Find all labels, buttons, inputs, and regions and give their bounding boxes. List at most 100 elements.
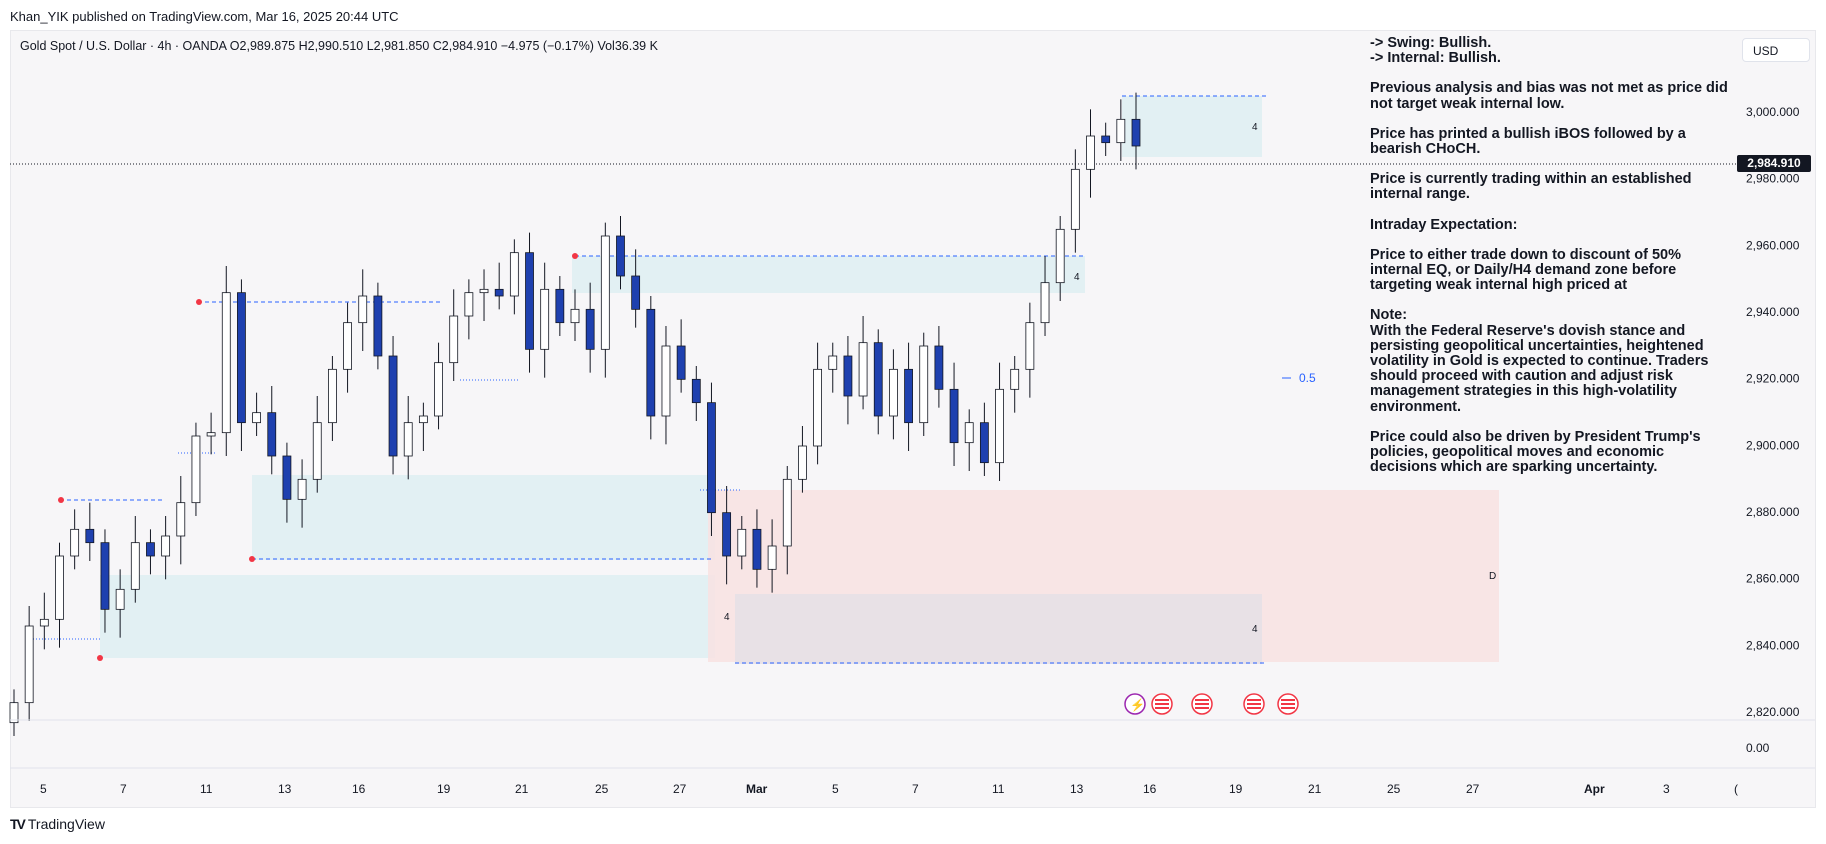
- candle-body: [540, 288, 550, 350]
- candle-body: [39, 618, 49, 627]
- time-axis-tick: Apr: [1584, 782, 1605, 796]
- time-axis-tick: 5: [40, 782, 47, 796]
- price-axis-tick: 2,940.000: [1746, 305, 1800, 319]
- time-axis-tick: 21: [515, 782, 529, 796]
- candle-body: [676, 345, 686, 380]
- note-paragraph: Previous analysis and bias was not met a…: [1370, 80, 1728, 112]
- note-paragraph: Price is currently trading within an est…: [1370, 171, 1692, 203]
- tradingview-logo-icon: TV: [10, 816, 26, 832]
- candle-body: [646, 308, 656, 417]
- candle-body: [616, 235, 625, 277]
- candle-body: [1101, 135, 1111, 144]
- candle-group: [9, 92, 1141, 736]
- zone-label: 4: [1074, 272, 1080, 283]
- publisher-line: Khan_YIK published on TradingView.com, M…: [10, 9, 399, 24]
- price-axis[interactable]: 3,000.000 2,980.000 2,960.000 2,940.000 2,92…: [1746, 105, 1800, 719]
- time-axis-tick: 7: [912, 782, 919, 796]
- candle-body: [600, 235, 610, 350]
- candle-body: [722, 512, 732, 557]
- candle-body: [176, 502, 186, 537]
- candle-body: [434, 362, 443, 417]
- candle-body: [1055, 228, 1065, 284]
- candle-body: [858, 342, 868, 397]
- candle-body: [873, 342, 883, 417]
- candle-body: [752, 528, 762, 570]
- tradingview-footer[interactable]: TV TradingView: [10, 816, 105, 832]
- symbol-legend[interactable]: Gold Spot / U.S. Dollar · 4h · OANDA O2,…: [20, 39, 658, 53]
- candle-body: [85, 528, 95, 544]
- candle-body: [55, 555, 64, 620]
- time-axis-tick: 16: [1143, 782, 1157, 796]
- candle-body: [828, 355, 838, 370]
- candle-body: [1040, 282, 1050, 324]
- currency-button[interactable]: USD: [1742, 38, 1810, 62]
- candle-body: [328, 368, 337, 424]
- price-axis-tick: 2,920.000: [1746, 372, 1800, 386]
- volume-axis-tick: 0.00: [1746, 741, 1770, 755]
- price-axis-tick: 2,960.000: [1746, 238, 1800, 252]
- candle-body: [798, 445, 807, 480]
- time-axis-tick: 27: [673, 782, 687, 796]
- analysis-notes: -> Swing: Bullish. -> Internal: Bullish.…: [1370, 35, 1730, 490]
- fib-label: 0.5: [1299, 371, 1316, 385]
- price-axis-tick: 2,840.000: [1746, 638, 1800, 652]
- candle-body: [494, 288, 504, 297]
- candle-body: [206, 432, 216, 437]
- candle-body: [237, 292, 246, 424]
- time-axis-tick: 25: [1387, 782, 1401, 796]
- candle-body: [707, 402, 716, 514]
- lightning-event-icon[interactable]: [1124, 693, 1146, 715]
- candle-body: [449, 315, 459, 364]
- price-axis-tick: 2,880.000: [1746, 505, 1800, 519]
- candle-body: [555, 288, 565, 324]
- candle-body: [403, 422, 413, 457]
- note-paragraph: Price has printed a bullish iBOS followe…: [1370, 125, 1686, 158]
- price-axis-tick: 2,980.000: [1746, 172, 1800, 186]
- candle-body: [843, 355, 853, 397]
- time-axis-tick: 7: [120, 782, 127, 796]
- time-axis[interactable]: 5 7 11 13 16 19 21 25 27 Mar 5 7 11 13 16 19 21 25 27 Apr 3 (: [40, 782, 1738, 796]
- price-axis-tick: 2,900.000: [1746, 438, 1800, 452]
- candle-body: [388, 355, 398, 457]
- candle-body: [979, 422, 989, 464]
- price-axis-tick: 3,000.000: [1746, 105, 1800, 119]
- time-axis-tick: 27: [1466, 782, 1480, 796]
- chart-frame[interactable]: [10, 30, 1816, 808]
- swing-point: [58, 497, 64, 503]
- price-axis-tick: 2,820.000: [1746, 705, 1800, 719]
- candle-body: [661, 345, 671, 417]
- candle-body: [782, 478, 792, 547]
- candle-body: [934, 345, 944, 390]
- candle-body: [297, 478, 307, 500]
- candle-body: [70, 528, 80, 557]
- candle-body: [904, 368, 913, 424]
- time-axis-tick: 16: [352, 782, 366, 796]
- candle-body: [282, 455, 292, 500]
- candle-body: [115, 588, 125, 610]
- h4-demand-zone: [735, 594, 1262, 664]
- candle-body: [9, 702, 19, 724]
- candle-body: [358, 295, 368, 324]
- swing-point: [196, 299, 202, 305]
- candle-body: [464, 292, 474, 317]
- swing-point: [249, 556, 255, 562]
- note-paragraph: Note: With the Federal Reserve's dovish …: [1370, 307, 1709, 415]
- time-axis-tick: 11: [992, 782, 1005, 796]
- candle-body: [252, 412, 261, 424]
- swing-point: [572, 253, 578, 259]
- candle-body: [570, 308, 580, 324]
- candle-body: [1131, 118, 1141, 147]
- candle-body: [509, 252, 519, 297]
- candle-body: [130, 542, 140, 590]
- time-axis-tick: 19: [1229, 782, 1243, 796]
- candle-body: [949, 388, 959, 444]
- candle-body: [267, 412, 277, 457]
- candle-body: [1116, 118, 1126, 144]
- candle-body: [585, 308, 595, 350]
- candle-body: [1010, 368, 1020, 390]
- event-icons[interactable]: ⚡: [1124, 693, 1299, 715]
- last-price-tag: 2,984.910: [1737, 155, 1811, 172]
- time-axis-tick: 25: [595, 782, 609, 796]
- candle-body: [691, 378, 701, 404]
